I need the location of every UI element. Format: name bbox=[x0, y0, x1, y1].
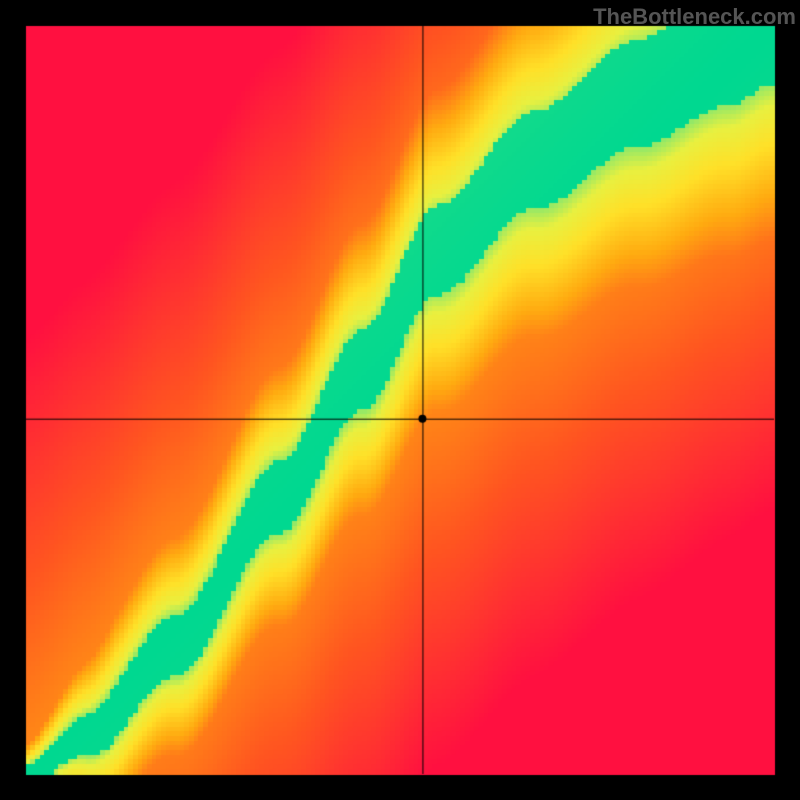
chart-container: TheBottleneck.com bbox=[0, 0, 800, 800]
heatmap-canvas bbox=[0, 0, 800, 800]
watermark-text: TheBottleneck.com bbox=[593, 4, 796, 30]
